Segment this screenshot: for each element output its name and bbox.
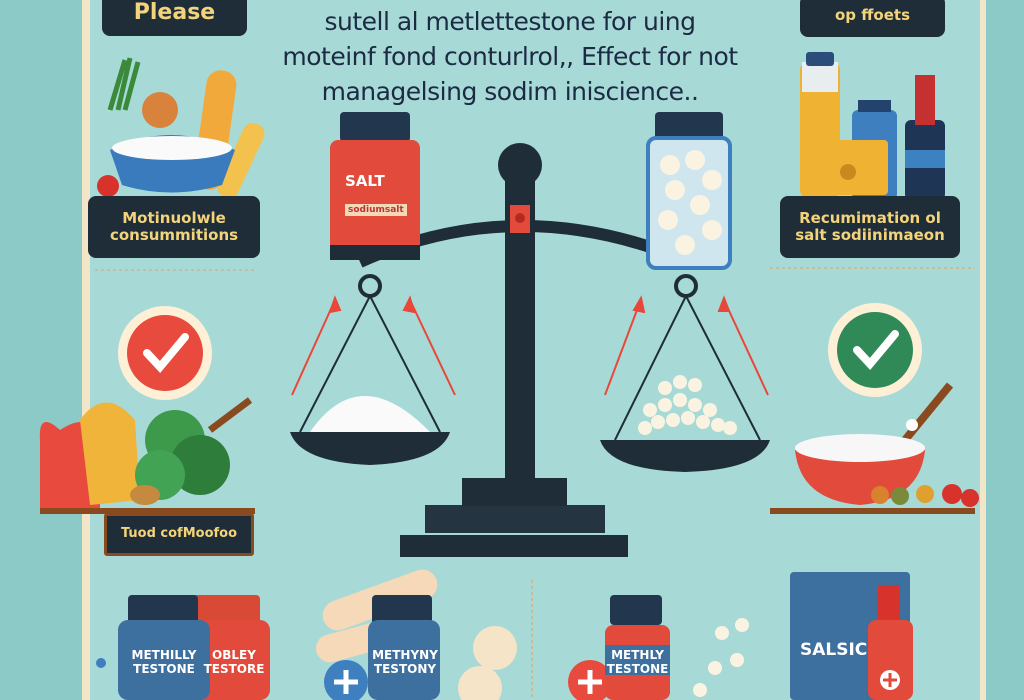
bottle-label-line: METHILLY	[131, 648, 197, 662]
left-border	[0, 0, 82, 700]
salt-jar-icon	[330, 112, 420, 260]
food-sign-text: Tuod cofMoofoo	[120, 526, 238, 542]
top-left-badge-text: Please	[133, 0, 216, 26]
bottle-label-line: TESTONE	[606, 662, 669, 676]
right-card-line: Recumimation ol	[799, 208, 941, 227]
headline-line: managelsing sodim iniscience..	[321, 77, 699, 106]
left-card-line: consummitions	[109, 226, 239, 244]
bottle-label: METHLY TESTONE	[605, 648, 670, 676]
pill-jar-icon	[646, 112, 732, 270]
bottle-label: METHILLY TESTONE	[120, 648, 208, 676]
bottle-label-line: TESTORE	[203, 662, 265, 676]
salt-jar-label: SALT	[345, 172, 385, 190]
right-border	[985, 0, 1024, 700]
balance-scale-icon	[290, 143, 770, 557]
top-right-badge-text: op ffoets	[835, 6, 910, 25]
left-card: Motinuolwle consummitions	[88, 196, 260, 258]
bottle-label-line: TESTONE	[133, 662, 195, 676]
bottles-icon	[800, 52, 945, 200]
headline-line: moteinf fond conturlrol,, Effect for not	[282, 42, 738, 71]
top-left-badge: Please	[102, 0, 247, 36]
right-card: Recumimation ol salt sodiinimaeon	[780, 196, 960, 258]
headline: sutell al metlettestone for uing moteinf…	[270, 4, 750, 109]
left-card-line: Motinuolwle	[122, 208, 226, 227]
vegetables-icon	[39, 397, 255, 514]
right-card-line: salt sodiinimaeon	[795, 226, 945, 244]
food-sign: Tuod cofMoofoo	[104, 513, 254, 556]
supplement-bottles-icon	[96, 569, 913, 700]
headline-line: sutell al metlettestone for uing	[324, 7, 696, 36]
salt-jar-sublabel: sodiumsalt	[345, 204, 407, 216]
bottle-label-line: METHLY	[611, 648, 664, 662]
right-frame	[980, 0, 986, 700]
bottle-label: METHYNY TESTONY	[370, 648, 440, 676]
bottle-label: OBLEY TESTORE	[200, 648, 268, 676]
bottle-label-line: TESTONY	[373, 662, 437, 676]
salt-bag-label: SALSIC	[800, 640, 868, 660]
bottle-label-line: OBLEY	[212, 648, 256, 662]
left-frame	[82, 0, 90, 700]
bottle-label-line: METHYNY	[372, 648, 438, 662]
food-bowl-icon	[97, 57, 265, 199]
salt-bowl-icon	[770, 382, 979, 514]
check-green-icon	[828, 303, 922, 397]
check-red-icon	[118, 306, 212, 400]
top-right-badge: op ffoets	[800, 0, 945, 37]
